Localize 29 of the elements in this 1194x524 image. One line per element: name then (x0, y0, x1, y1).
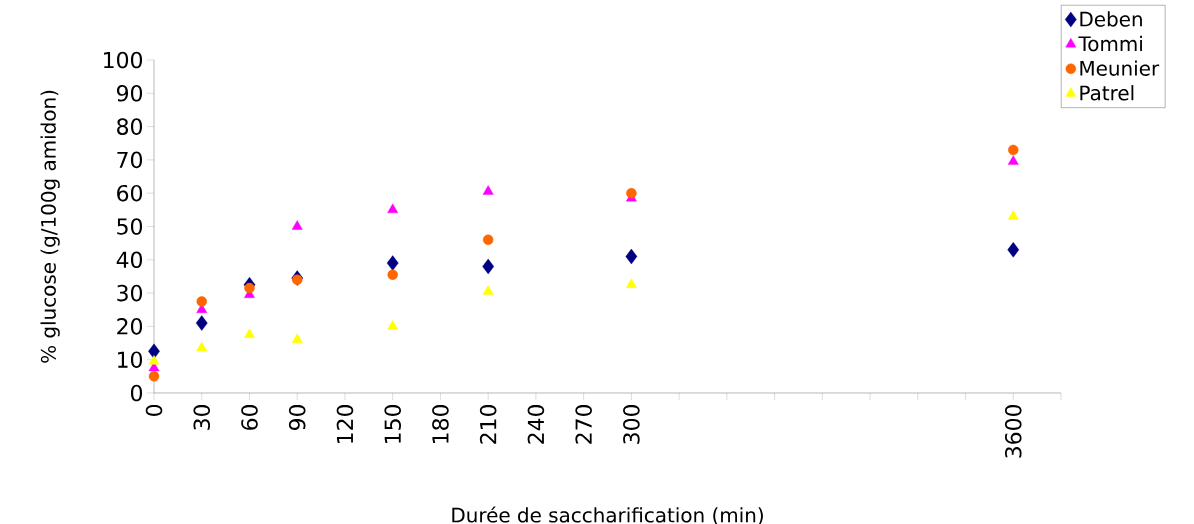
x-tick-label: 210 (479, 404, 497, 444)
legend-label: Patrel (1080, 85, 1134, 101)
x-axis-title: Durée de saccharification (min) (452, 506, 763, 524)
y-tick-label: 90 (116, 85, 143, 102)
x-tick-label: 3600 (1004, 404, 1022, 458)
y-tick-label: 30 (117, 284, 143, 302)
y-tick-label: 10 (118, 351, 143, 368)
y-tick-label: 40 (116, 251, 143, 269)
y-tick-label: 60 (117, 184, 143, 202)
legend-label: Deben (1080, 11, 1142, 27)
x-tick-label: 180 (432, 404, 449, 443)
y-tick-label: 0 (130, 384, 143, 402)
x-tick-label: 150 (384, 404, 401, 443)
y-tick-label: 50 (117, 218, 143, 235)
x-tick-label: 300 (623, 404, 640, 444)
y-tick-label: 70 (117, 151, 143, 169)
y-axis-title: % glucose (g/100g amidon) (40, 90, 60, 363)
x-tick-label: 0 (145, 404, 163, 417)
y-tick-label: 20 (117, 318, 143, 335)
x-tick-label: 270 (575, 404, 592, 444)
y-tick-label: 80 (117, 118, 143, 135)
legend-label: Tommi (1078, 35, 1142, 52)
x-tick-label: 240 (527, 404, 545, 444)
x-tick-label: 60 (241, 404, 258, 430)
y-tick-label: 100 (104, 51, 143, 69)
x-tick-label: 90 (288, 404, 306, 431)
x-tick-label: 30 (193, 404, 211, 430)
legend-label: Meunier (1080, 60, 1160, 76)
x-tick-label: 120 (336, 404, 354, 443)
